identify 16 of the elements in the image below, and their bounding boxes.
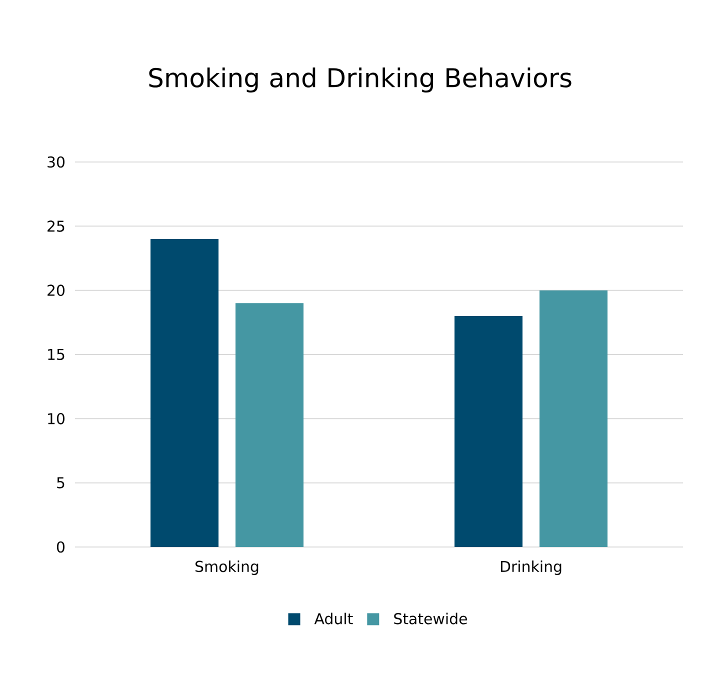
y-tick-label: 10 xyxy=(48,413,64,424)
y-tick-label: 15 xyxy=(48,348,64,360)
y-tick-label: 0 xyxy=(56,541,64,553)
bar xyxy=(540,290,608,547)
y-tick-label: 30 xyxy=(48,156,64,168)
legend-label: Statewide xyxy=(394,612,467,624)
chart-title: Smoking and Drinking Behaviors xyxy=(149,67,572,93)
y-tick-label: 20 xyxy=(48,284,64,296)
y-tick-label: 5 xyxy=(57,477,64,488)
bar xyxy=(236,303,304,547)
bar xyxy=(150,239,219,547)
x-tick-label: Smoking xyxy=(196,560,258,575)
x-tick-label: Drinking xyxy=(500,560,562,575)
y-tick-label: 25 xyxy=(48,220,64,232)
legend-label: Adult xyxy=(314,612,353,624)
bar xyxy=(454,316,523,547)
